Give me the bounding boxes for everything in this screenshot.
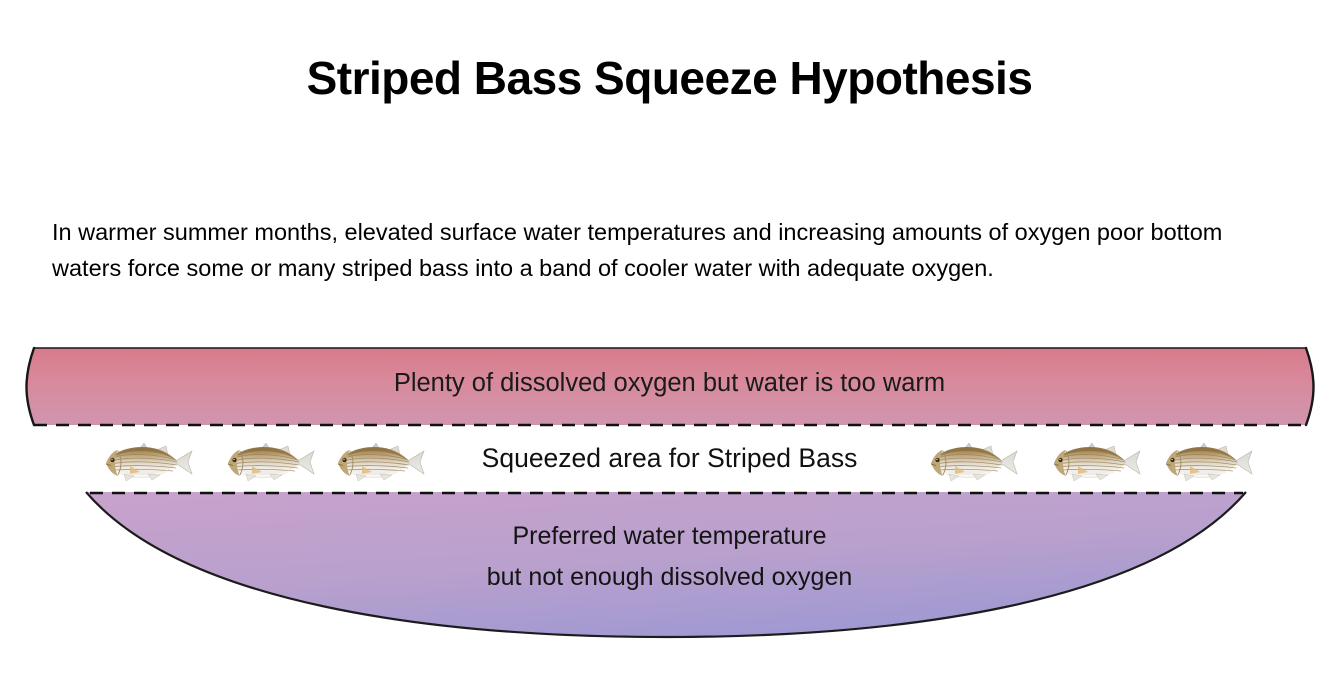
striped-bass-squeeze-diagram: Plenty of dissolved oxygen but water is … <box>0 336 1339 652</box>
diagram-shapes <box>25 346 1315 639</box>
squeeze-layer-label: Squeezed area for Striped Bass <box>481 443 858 473</box>
striped-bass-fish-icon <box>1048 438 1144 486</box>
striped-bass-fish-icon <box>222 438 318 486</box>
squeeze-layer: Squeezed area for Striped Bass <box>0 432 1339 492</box>
striped-bass-fish-icon <box>332 438 428 486</box>
warm-layer-shape <box>25 346 1315 427</box>
cold-layer-shape <box>85 491 1247 639</box>
striped-bass-fish-icon <box>1160 438 1256 486</box>
striped-bass-fish-icon <box>100 438 196 486</box>
page-title: Striped Bass Squeeze Hypothesis <box>306 51 1033 104</box>
intro-paragraph: In warmer summer months, elevated surfac… <box>52 218 1223 281</box>
striped-bass-fish-icon <box>925 438 1021 486</box>
